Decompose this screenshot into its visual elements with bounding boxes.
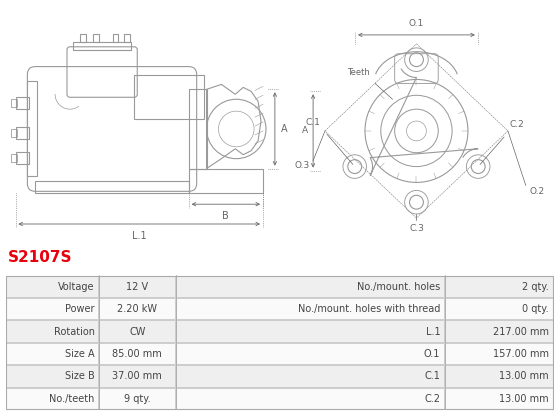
Bar — [134, 74, 204, 119]
Bar — [445, 365, 553, 387]
Bar — [99, 388, 175, 409]
Text: C.3: C.3 — [409, 224, 424, 233]
Text: B: B — [222, 211, 228, 221]
Bar — [99, 275, 175, 297]
Bar — [6, 320, 99, 342]
Bar — [6, 365, 99, 387]
Bar — [6, 275, 553, 409]
Bar — [445, 298, 553, 319]
Bar — [73, 42, 132, 50]
Text: 85.00 mm: 85.00 mm — [113, 349, 162, 359]
Text: CW: CW — [129, 327, 146, 337]
Bar — [11, 129, 17, 137]
Text: 157.00 mm: 157.00 mm — [493, 349, 549, 359]
Bar — [11, 99, 17, 107]
Bar — [189, 89, 207, 168]
Bar — [6, 275, 99, 297]
Text: O.1: O.1 — [409, 19, 424, 28]
Text: A: A — [281, 124, 287, 134]
Bar — [99, 298, 175, 319]
Bar — [6, 343, 99, 364]
Text: Voltage: Voltage — [58, 282, 95, 292]
Text: Power: Power — [65, 304, 95, 314]
Text: C.1: C.1 — [305, 118, 320, 127]
Text: 12 V: 12 V — [126, 282, 148, 292]
Bar — [445, 320, 553, 342]
Text: Teeth: Teeth — [347, 69, 370, 77]
Bar — [176, 298, 444, 319]
Bar — [6, 298, 99, 319]
Text: Size B: Size B — [65, 371, 95, 381]
Bar — [189, 168, 263, 193]
Bar — [176, 343, 444, 364]
Bar — [124, 34, 130, 42]
Bar — [176, 388, 444, 409]
Text: L.1: L.1 — [426, 327, 440, 337]
Text: 0 qty.: 0 qty. — [522, 304, 549, 314]
Text: 217.00 mm: 217.00 mm — [493, 327, 549, 337]
Text: 37.00 mm: 37.00 mm — [113, 371, 162, 381]
Text: O.2: O.2 — [530, 187, 545, 196]
Bar — [176, 275, 444, 297]
Bar — [6, 388, 99, 409]
Bar — [16, 152, 29, 163]
Text: 9 qty.: 9 qty. — [124, 394, 151, 404]
Bar — [445, 275, 553, 297]
Text: A: A — [302, 126, 308, 136]
Text: O.3: O.3 — [295, 161, 310, 170]
Text: O.1: O.1 — [424, 349, 440, 359]
Text: No./mount. holes: No./mount. holes — [357, 282, 440, 292]
Bar — [176, 320, 444, 342]
Bar — [445, 343, 553, 364]
Text: 13.00 mm: 13.00 mm — [500, 371, 549, 381]
Text: L.1: L.1 — [132, 231, 147, 241]
Bar — [99, 320, 175, 342]
Text: 2.20 kW: 2.20 kW — [117, 304, 157, 314]
Text: C.2: C.2 — [510, 120, 525, 129]
Text: No./teeth: No./teeth — [49, 394, 95, 404]
Bar — [99, 365, 175, 387]
Bar — [80, 34, 86, 42]
Text: 13.00 mm: 13.00 mm — [500, 394, 549, 404]
Text: C.2: C.2 — [424, 394, 440, 404]
Bar — [445, 388, 553, 409]
Bar — [27, 82, 38, 176]
Text: No./mount. holes with thread: No./mount. holes with thread — [298, 304, 440, 314]
Bar — [93, 34, 99, 42]
Text: Rotation: Rotation — [54, 327, 95, 337]
Bar — [16, 127, 29, 139]
Bar — [99, 343, 175, 364]
Bar — [176, 365, 444, 387]
Text: S2107S: S2107S — [8, 250, 73, 265]
Text: 2 qty.: 2 qty. — [522, 282, 549, 292]
Bar — [113, 34, 119, 42]
Text: Size A: Size A — [65, 349, 95, 359]
Bar — [35, 181, 189, 193]
Bar — [16, 97, 29, 109]
Bar — [11, 154, 17, 162]
Text: C.1: C.1 — [424, 371, 440, 381]
